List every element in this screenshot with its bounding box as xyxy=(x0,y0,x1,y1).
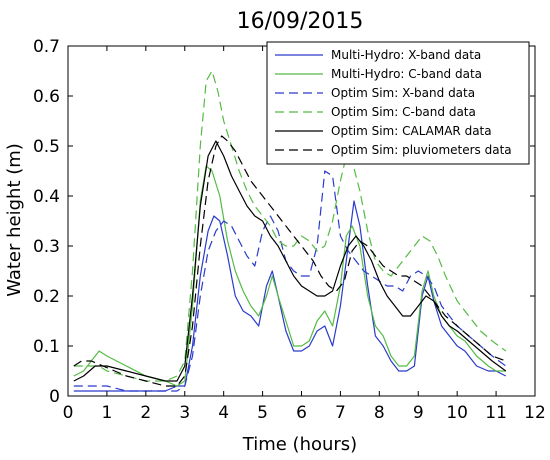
x-tick-label: 5 xyxy=(257,403,268,423)
series-line-6 xyxy=(73,135,507,387)
x-tick-label: 7 xyxy=(335,403,346,423)
series-line-3 xyxy=(73,170,507,392)
legend-label-4: Optim Sim: C-band data xyxy=(331,105,476,119)
y-tick-label: 0.5 xyxy=(33,137,60,157)
series-line-5 xyxy=(73,140,507,382)
x-tick-label: 2 xyxy=(140,403,151,423)
y-tick-label: 0.7 xyxy=(33,37,60,57)
y-tick-label: 0.4 xyxy=(33,187,60,207)
series-line-1 xyxy=(73,200,507,392)
x-tick-label: 8 xyxy=(374,403,385,423)
y-axis-label: Water height (m) xyxy=(4,143,25,297)
legend-label-6: Optim Sim: pluviometers data xyxy=(331,143,512,157)
y-tick-label: 0.2 xyxy=(33,287,60,307)
legend-label-5: Optim Sim: CALAMAR data xyxy=(331,124,492,138)
x-tick-label: 4 xyxy=(218,403,229,423)
legend-label-2: Multi-Hydro: C-band data xyxy=(331,67,482,81)
x-tick-label: 1 xyxy=(102,403,113,423)
y-tick-label: 0.1 xyxy=(33,337,60,357)
legend-label-1: Multi-Hydro: X-band data xyxy=(331,48,481,62)
x-tick-label: 6 xyxy=(296,403,307,423)
y-tick-label: 0.3 xyxy=(33,237,60,257)
chart-title: 16/09/2015 xyxy=(237,9,364,34)
legend-box xyxy=(266,41,530,165)
x-tick-label: 9 xyxy=(413,403,424,423)
legend-label-3: Optim Sim: X-band data xyxy=(331,86,475,100)
legend: Multi-Hydro: X-band data Multi-Hydro: C-b… xyxy=(266,41,530,165)
series-layer xyxy=(73,70,507,392)
x-tick-label: 10 xyxy=(446,403,468,423)
series-line-2 xyxy=(73,165,506,387)
y-tick-label: 0 xyxy=(49,387,60,407)
x-axis-label: Time (hours) xyxy=(242,434,357,455)
series-line-4 xyxy=(73,70,507,382)
y-tick-label: 0.6 xyxy=(33,87,60,107)
x-tick-label: 3 xyxy=(179,403,190,423)
x-tick-label: 11 xyxy=(485,403,507,423)
x-tick-label: 0 xyxy=(63,403,74,423)
x-tick-label: 12 xyxy=(524,403,546,423)
